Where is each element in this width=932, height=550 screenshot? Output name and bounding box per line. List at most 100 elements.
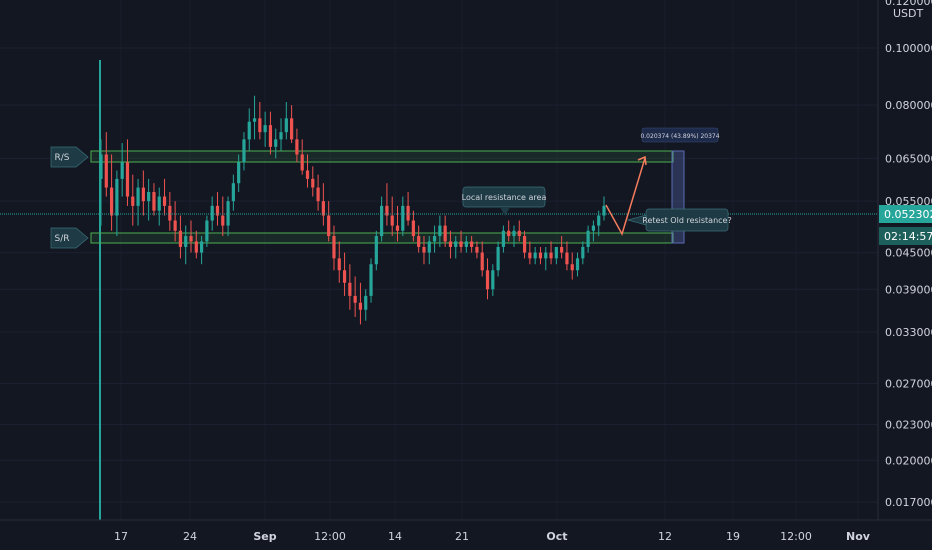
candle-body xyxy=(438,225,442,237)
x-tick-label: Oct xyxy=(546,530,567,543)
countdown-value: 02:14:57 xyxy=(884,230,932,243)
candle-body xyxy=(147,192,151,202)
candle xyxy=(554,246,558,265)
x-tick-label: 12 xyxy=(658,530,672,543)
projection-arrowhead xyxy=(637,155,647,166)
candle xyxy=(162,178,167,216)
candle xyxy=(131,174,135,226)
candle-body xyxy=(305,170,310,179)
candle-body xyxy=(501,230,505,247)
candle xyxy=(295,128,299,163)
candle-body xyxy=(560,246,564,253)
candle xyxy=(215,192,220,226)
measure-text: 0.020374 (43.89%) 20374 xyxy=(640,133,719,140)
candle-body xyxy=(295,139,299,155)
candle xyxy=(464,236,468,253)
candle-body xyxy=(443,225,447,242)
x-tick-label: 17 xyxy=(114,530,128,543)
time-axis[interactable]: 17 24 Sep 12:00 14 21 Oct 12 19 12:00 Nov xyxy=(0,519,932,550)
candle-body xyxy=(99,154,103,179)
candle-body xyxy=(380,205,384,237)
candle xyxy=(565,241,569,271)
candles xyxy=(99,95,606,325)
candle xyxy=(337,241,341,283)
x-tick-label: 12:00 xyxy=(314,530,346,543)
candle-body xyxy=(581,246,585,259)
candle xyxy=(247,108,251,151)
x-tick-label: 21 xyxy=(455,530,469,543)
rs-zone[interactable] xyxy=(90,150,674,163)
candle-body xyxy=(348,282,352,296)
candle-body xyxy=(464,241,468,247)
candle-body xyxy=(300,154,304,171)
candle xyxy=(353,276,357,317)
candle-body xyxy=(247,121,251,140)
candle xyxy=(274,128,278,159)
candle xyxy=(591,220,596,242)
candle-body xyxy=(512,230,516,237)
candle-body xyxy=(332,236,336,259)
candle xyxy=(496,241,500,277)
candle-body xyxy=(591,225,596,231)
candle-body xyxy=(337,258,341,271)
candle xyxy=(205,215,209,247)
candle xyxy=(300,139,304,175)
candle xyxy=(364,289,368,321)
candle-body xyxy=(586,230,590,247)
candle-body xyxy=(274,139,278,147)
candle-body xyxy=(284,118,288,133)
currency-label: USDT xyxy=(893,7,924,20)
candle xyxy=(152,183,156,216)
candle xyxy=(279,118,283,151)
local-resistance-callout[interactable]: Local resistance area xyxy=(462,186,547,216)
candle xyxy=(470,236,474,253)
candle xyxy=(380,196,384,242)
candle xyxy=(157,187,161,226)
candle-body xyxy=(417,236,421,247)
retest-callout[interactable]: Retest Old resistance? xyxy=(626,208,732,232)
rs-tag[interactable]: R/S xyxy=(50,146,89,168)
candle xyxy=(237,154,241,193)
candle xyxy=(475,241,479,259)
candle xyxy=(231,174,235,211)
candle-body xyxy=(597,215,601,226)
candle-body xyxy=(364,295,368,310)
candle xyxy=(538,246,543,265)
candle-body xyxy=(496,246,500,271)
candle-body xyxy=(268,125,273,147)
candle-body xyxy=(432,236,437,242)
candle xyxy=(454,236,458,259)
candle-body xyxy=(120,162,124,179)
candle xyxy=(443,215,447,247)
candle xyxy=(401,196,405,237)
candle-body xyxy=(152,192,156,211)
candle-body xyxy=(210,205,214,221)
candle xyxy=(258,101,262,140)
x-tick-label: 14 xyxy=(388,530,402,543)
candle xyxy=(316,174,320,211)
candle-body xyxy=(485,270,490,290)
candle xyxy=(549,241,553,265)
candle xyxy=(507,220,511,242)
candle-body xyxy=(459,241,463,247)
candle xyxy=(268,111,273,155)
candle-body xyxy=(427,241,431,253)
candle-body xyxy=(401,205,405,231)
candle-body xyxy=(570,264,574,271)
last-price-tag xyxy=(879,205,932,223)
candle-body xyxy=(215,205,220,216)
candle-body xyxy=(422,246,426,253)
candle xyxy=(189,220,193,253)
candle xyxy=(173,201,177,242)
candle-body xyxy=(390,215,394,226)
sr-tag[interactable]: S/R xyxy=(50,227,89,249)
candle xyxy=(432,225,437,253)
